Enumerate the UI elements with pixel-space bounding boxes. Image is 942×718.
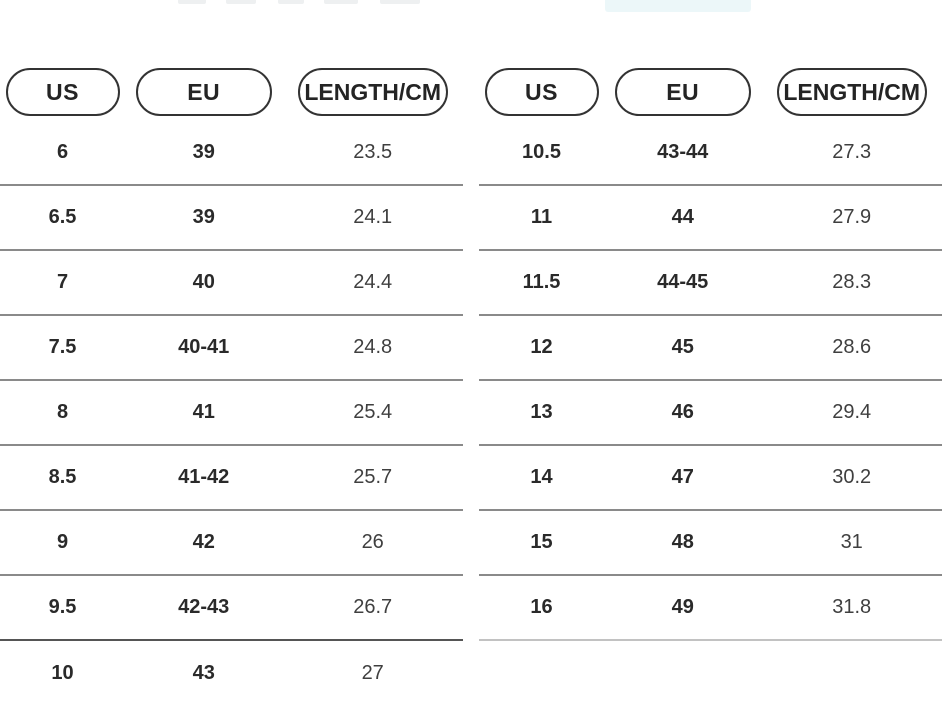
cell-us: 14 bbox=[530, 466, 553, 488]
table-row: 10 43 27 bbox=[0, 641, 463, 706]
cut-off-highlight-fragment bbox=[605, 0, 751, 12]
size-table-left: US EU LENGTH/CM 6 39 23.5 6.5 39 24.1 7 40 24.4 7… bbox=[0, 68, 463, 706]
column-header-length-cm: LENGTH/CM bbox=[297, 68, 448, 116]
cell-eu: 40-41 bbox=[178, 336, 230, 358]
table-header: US EU LENGTH/CM bbox=[0, 68, 463, 116]
cut-off-text-fragment bbox=[226, 0, 256, 4]
cell-eu: 42-43 bbox=[178, 596, 230, 618]
cell-us: 7 bbox=[56, 271, 69, 293]
cell-length-cm: 29.4 bbox=[832, 401, 872, 423]
column-header-us: US bbox=[484, 68, 599, 116]
cut-off-header-remnant bbox=[0, 0, 942, 14]
table-header: US EU LENGTH/CM bbox=[479, 68, 942, 116]
cell-eu: 39 bbox=[192, 206, 215, 228]
cut-off-text-fragment bbox=[178, 0, 206, 4]
cell-length-cm: 24.4 bbox=[353, 271, 393, 293]
table-row: 8 41 25.4 bbox=[0, 381, 463, 446]
cell-eu: 49 bbox=[671, 596, 694, 618]
cell-us: 13 bbox=[530, 401, 553, 423]
table-row: 7 40 24.4 bbox=[0, 251, 463, 316]
table-row: 16 49 31.8 bbox=[479, 576, 942, 641]
cell-length-cm: 28.3 bbox=[832, 271, 872, 293]
table-row: 14 47 30.2 bbox=[479, 446, 942, 511]
cell-length-cm: 27.9 bbox=[832, 206, 872, 228]
cell-length-cm: 26.7 bbox=[353, 596, 393, 618]
cut-off-text-fragment bbox=[278, 0, 304, 4]
cell-eu: 44-45 bbox=[657, 271, 709, 293]
cell-us: 11 bbox=[530, 206, 553, 228]
cell-eu: 42 bbox=[192, 531, 215, 553]
size-chart: US EU LENGTH/CM 6 39 23.5 6.5 39 24.1 7 40 24.4 7… bbox=[0, 68, 942, 706]
cell-eu: 44 bbox=[671, 206, 694, 228]
size-table-right: US EU LENGTH/CM 10.5 43-44 27.3 11 44 27.9 11.… bbox=[479, 68, 942, 706]
table-row: 6.5 39 24.1 bbox=[0, 186, 463, 251]
table-body-right: 10.5 43-44 27.3 11 44 27.9 11.5 44-45 28.3 12 45 28… bbox=[479, 121, 942, 641]
cell-us: 9 bbox=[56, 531, 69, 553]
cell-us: 16 bbox=[530, 596, 553, 618]
cell-length-cm: 24.8 bbox=[353, 336, 393, 358]
cell-length-cm: 27 bbox=[361, 662, 384, 684]
cell-eu: 43-44 bbox=[657, 141, 709, 163]
cell-length-cm: 30.2 bbox=[832, 466, 872, 488]
column-header-length-cm: LENGTH/CM bbox=[776, 68, 927, 116]
cell-length-cm: 26 bbox=[361, 531, 384, 553]
cell-length-cm: 31.8 bbox=[832, 596, 872, 618]
table-row: 6 39 23.5 bbox=[0, 121, 463, 186]
table-row: 13 46 29.4 bbox=[479, 381, 942, 446]
cell-length-cm: 25.7 bbox=[353, 466, 393, 488]
cell-us: 10.5 bbox=[522, 141, 561, 163]
cell-us: 15 bbox=[530, 531, 553, 553]
column-header-eu: EU bbox=[135, 68, 272, 116]
table-row: 9 42 26 bbox=[0, 511, 463, 576]
table-row: 8.5 41-42 25.7 bbox=[0, 446, 463, 511]
cell-eu: 39 bbox=[192, 141, 215, 163]
cell-length-cm: 25.4 bbox=[353, 401, 393, 423]
table-row: 11 44 27.9 bbox=[479, 186, 942, 251]
cell-eu: 45 bbox=[671, 336, 694, 358]
cell-eu: 41-42 bbox=[178, 466, 230, 488]
cell-eu: 43 bbox=[192, 662, 215, 684]
table-row: 11.5 44-45 28.3 bbox=[479, 251, 942, 316]
column-header-us: US bbox=[5, 68, 120, 116]
cell-eu: 48 bbox=[671, 531, 694, 553]
table-row: 12 45 28.6 bbox=[479, 316, 942, 381]
cell-us: 11.5 bbox=[522, 271, 561, 293]
table-row: 9.5 42-43 26.7 bbox=[0, 576, 463, 641]
cell-eu: 47 bbox=[671, 466, 694, 488]
cell-length-cm: 28.6 bbox=[832, 336, 872, 358]
table-row: 7.5 40-41 24.8 bbox=[0, 316, 463, 381]
column-header-eu: EU bbox=[614, 68, 751, 116]
cell-eu: 41 bbox=[192, 401, 215, 423]
cell-us: 8.5 bbox=[48, 466, 77, 488]
table-row: 15 48 31 bbox=[479, 511, 942, 576]
cell-us: 6 bbox=[56, 141, 69, 163]
cell-length-cm: 31 bbox=[840, 531, 863, 553]
cell-us: 7.5 bbox=[48, 336, 77, 358]
cut-off-text-fragment bbox=[324, 0, 358, 4]
cell-length-cm: 27.3 bbox=[832, 141, 872, 163]
cell-length-cm: 24.1 bbox=[353, 206, 393, 228]
table-row: 10.5 43-44 27.3 bbox=[479, 121, 942, 186]
cell-us: 8 bbox=[56, 401, 69, 423]
cell-us: 10 bbox=[51, 662, 74, 684]
cell-eu: 40 bbox=[192, 271, 215, 293]
cell-us: 9.5 bbox=[48, 596, 77, 618]
cell-us: 12 bbox=[530, 336, 553, 358]
cell-us: 6.5 bbox=[48, 206, 77, 228]
cut-off-text-fragment bbox=[380, 0, 420, 4]
cell-length-cm: 23.5 bbox=[353, 141, 393, 163]
table-body-left: 6 39 23.5 6.5 39 24.1 7 40 24.4 7.5 40-41 24.8 8 41 25… bbox=[0, 121, 463, 706]
cell-eu: 46 bbox=[671, 401, 694, 423]
